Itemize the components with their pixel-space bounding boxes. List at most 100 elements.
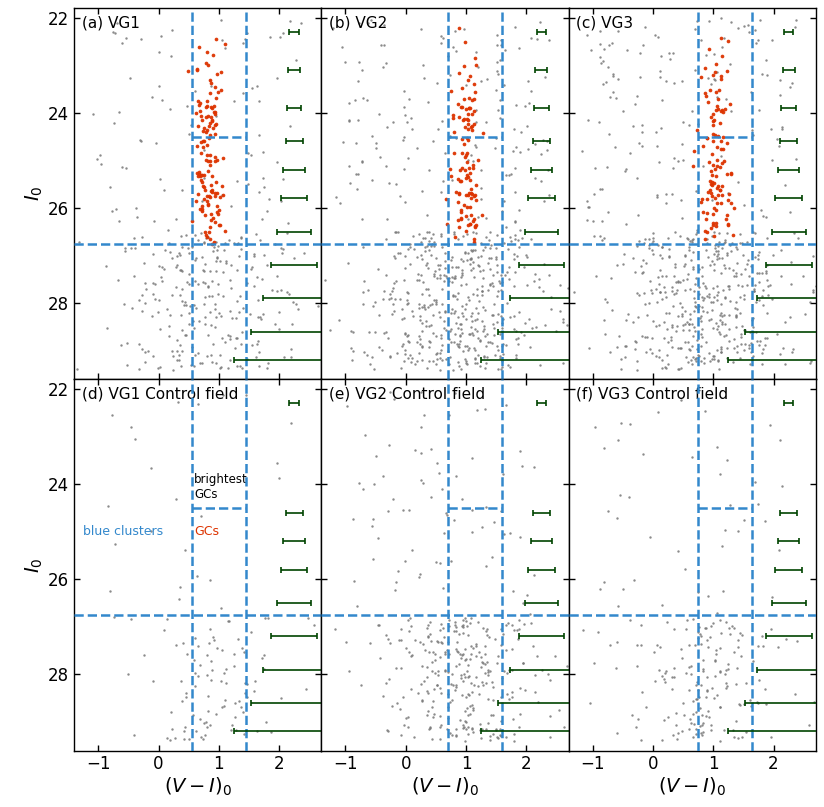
Point [477, 301, 490, 314]
Point [448, 24, 461, 37]
Point [688, 23, 701, 36]
Point [447, 272, 461, 285]
Point [424, 248, 438, 261]
Point [744, 260, 757, 273]
Point [347, 512, 360, 525]
Point [435, 617, 448, 630]
Point [465, 612, 478, 625]
Point [415, 184, 428, 197]
Point [466, 327, 479, 340]
Point [798, 308, 811, 321]
Point [705, 165, 718, 178]
Point [475, 722, 489, 735]
Point [731, 641, 744, 654]
Point [202, 280, 215, 293]
Point [459, 164, 472, 177]
Point [357, 483, 370, 495]
Point [357, 91, 370, 104]
Point [498, 528, 511, 541]
Point [466, 244, 480, 257]
Point [186, 315, 199, 328]
Point [419, 232, 432, 245]
Point [676, 652, 689, 665]
Point [427, 326, 440, 339]
Point [709, 103, 723, 116]
Point [690, 184, 703, 197]
Point [110, 203, 123, 215]
Point [776, 341, 789, 354]
Point [686, 613, 700, 626]
Point [196, 733, 209, 746]
Point [508, 727, 521, 740]
Point [716, 130, 729, 143]
Point [458, 705, 471, 718]
Point [113, 215, 126, 228]
Point [245, 625, 258, 638]
Point [204, 185, 218, 198]
Point [165, 705, 178, 718]
Point [223, 329, 236, 342]
Point [756, 346, 769, 359]
Point [300, 683, 313, 696]
Point [480, 559, 493, 572]
Point [714, 642, 727, 654]
Point [355, 212, 368, 225]
Point [466, 722, 479, 735]
Point [422, 164, 435, 177]
Point [584, 44, 597, 56]
Point [480, 340, 493, 353]
Point [152, 80, 166, 93]
Point [454, 206, 467, 219]
Point [228, 710, 241, 723]
Point [248, 684, 261, 697]
Point [208, 105, 221, 118]
Point [137, 648, 150, 661]
Point [430, 457, 443, 470]
Point [146, 310, 159, 323]
Point [426, 694, 439, 707]
Point [727, 263, 740, 276]
Point [587, 215, 600, 228]
Point [401, 351, 414, 364]
Point [294, 17, 307, 30]
Point [666, 319, 679, 332]
Point [445, 693, 458, 706]
Point [446, 729, 459, 742]
Point [645, 287, 658, 300]
Point [466, 94, 479, 107]
Point [653, 65, 667, 77]
Point [593, 229, 606, 242]
Point [532, 273, 545, 286]
Point [234, 700, 247, 713]
Point [541, 144, 554, 157]
Point [631, 209, 644, 222]
Point [400, 297, 414, 310]
Point [203, 86, 216, 99]
Point [475, 209, 489, 222]
Point [412, 329, 425, 342]
Point [274, 241, 288, 254]
Point [210, 251, 223, 264]
Point [672, 155, 685, 168]
Point [438, 261, 452, 274]
Point [636, 253, 649, 266]
Point [718, 291, 731, 304]
Point [353, 476, 366, 489]
Point [247, 279, 260, 292]
Point [449, 660, 462, 673]
Point [520, 589, 533, 602]
Point [434, 229, 447, 242]
Point [700, 290, 714, 303]
Point [438, 254, 452, 267]
Point [389, 178, 402, 190]
Point [415, 317, 428, 330]
Point [665, 320, 678, 333]
Point [384, 351, 397, 364]
Point [495, 340, 508, 353]
Point [468, 353, 481, 366]
Point [780, 633, 793, 646]
Point [595, 182, 608, 195]
Point [235, 325, 248, 338]
Point [730, 321, 743, 334]
Point [202, 230, 215, 243]
